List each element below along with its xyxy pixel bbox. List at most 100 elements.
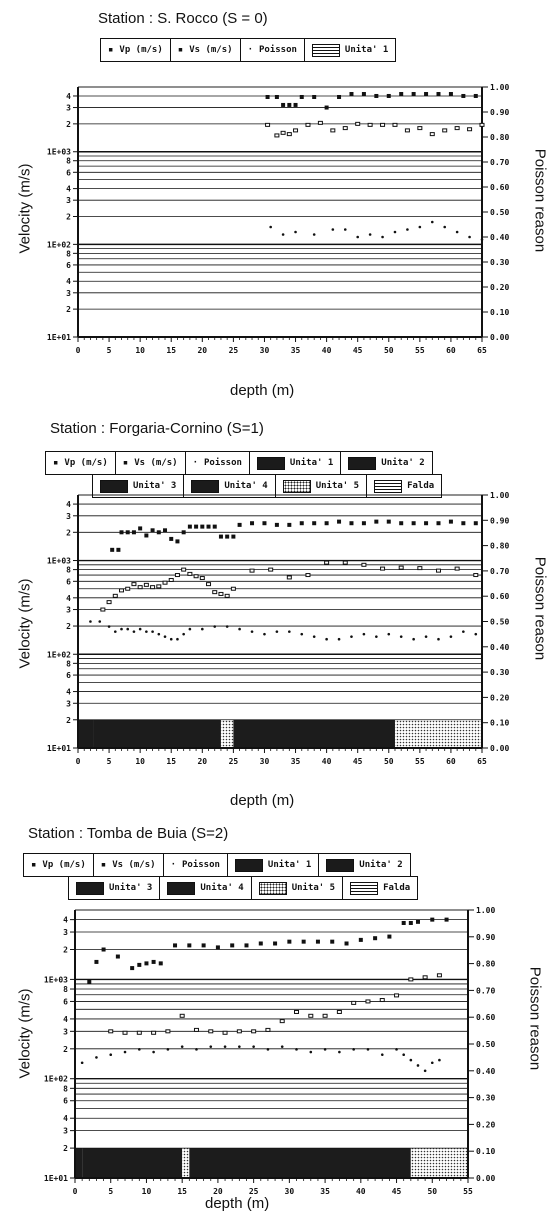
legend-entry: ▪ Vs (m/s) <box>94 854 164 876</box>
vp-point <box>156 530 161 535</box>
vs-point <box>351 1000 357 1005</box>
vp-point <box>187 524 192 529</box>
y2-tick-label: 0.40 <box>476 1067 495 1076</box>
poisson-point <box>362 632 366 636</box>
y2-tick-label: 0.20 <box>490 283 509 292</box>
legend-entry: Unita' 3 <box>93 475 185 497</box>
legend-marker: ▪ <box>108 45 114 55</box>
y-tick-label: 1E+01 <box>44 1174 68 1183</box>
poisson-point <box>95 1056 98 1059</box>
legend-label: Unita' 1 <box>267 860 312 870</box>
legend-swatch <box>191 479 220 493</box>
y-tick-label: 4 <box>63 916 68 925</box>
vs-point <box>187 571 193 576</box>
y-tick-label: 8 <box>66 157 71 166</box>
vp-point <box>344 941 349 946</box>
vs-point <box>112 593 118 598</box>
poisson-point <box>275 630 279 633</box>
vp-point <box>415 919 420 924</box>
y2-tick-label: 0.30 <box>476 1094 495 1103</box>
y2-tick-label: 0.30 <box>490 258 509 267</box>
legend-entry: ▪ Vp (m/s) <box>24 854 94 876</box>
vp-point <box>87 979 92 984</box>
vs-point <box>308 1013 314 1018</box>
vp-point <box>424 521 429 526</box>
poisson-point <box>163 635 167 638</box>
vp-point <box>94 959 99 964</box>
y-tick-label: 1E+03 <box>47 148 71 157</box>
y-tick-label: 3 <box>66 512 71 521</box>
poisson-point <box>166 1048 170 1051</box>
vs-point <box>467 127 473 132</box>
legend-entry: ▪ Vs (m/s) <box>116 452 186 474</box>
plot-1: 1E+01234681E+02234681E+032340.000.100.20… <box>47 491 510 766</box>
poisson-point <box>188 627 192 631</box>
vs-point <box>251 1029 257 1034</box>
y2-tick-label: 0.30 <box>490 668 509 677</box>
y-tick-label: 1E+03 <box>44 975 68 984</box>
y-tick-label: 2 <box>66 528 71 537</box>
x-tick-label: 0 <box>76 346 81 355</box>
vp-point <box>324 105 329 110</box>
vp-point <box>299 94 304 99</box>
x-tick-label: 5 <box>108 1187 113 1196</box>
vp-point <box>315 939 320 944</box>
poisson-point <box>395 1048 398 1051</box>
vs-point <box>193 574 199 579</box>
poisson-point <box>169 637 173 641</box>
x-tick-label: 45 <box>353 757 363 766</box>
poisson-point <box>352 1048 355 1051</box>
poisson-point <box>423 1069 427 1073</box>
vs-point <box>394 993 400 998</box>
y2-tick-label: 0.70 <box>490 567 509 576</box>
legend-marker: ▪ <box>177 45 184 55</box>
poisson-point <box>393 230 397 234</box>
vs-point <box>212 590 218 595</box>
vs-point <box>379 998 385 1003</box>
y-tick-label: 4 <box>66 277 71 286</box>
legend-entry: Unita' 1 <box>228 854 320 876</box>
vs-point <box>106 600 112 605</box>
x-tick-label: 65 <box>477 757 487 766</box>
legend-marker: ▪ <box>53 458 59 468</box>
legend-entry: ▪ Vp (m/s) <box>101 39 171 61</box>
x-tick-label: 60 <box>446 757 456 766</box>
legend-entry: Unita' 4 <box>184 475 276 497</box>
legend-marker: · <box>247 45 253 55</box>
vp-point <box>281 102 286 107</box>
poisson-point <box>132 630 136 633</box>
y2-tick-label: 1.00 <box>490 491 509 500</box>
legend-marker: ▪ <box>31 860 37 870</box>
vp-point <box>225 534 230 539</box>
legend-entry: Unita' 2 <box>319 854 409 876</box>
poisson-point <box>238 627 241 631</box>
vs-point <box>367 122 373 127</box>
x-tick-label: 20 <box>197 757 207 766</box>
poisson-point <box>323 1048 327 1051</box>
y-tick-label: 2 <box>66 305 71 314</box>
y2-tick-label: 0.50 <box>490 618 509 627</box>
y-tick-label: 2 <box>66 716 71 725</box>
legend-entry: · Poisson <box>186 452 250 474</box>
legend-label: Unita' 1 <box>289 458 334 468</box>
poisson-point <box>438 1058 441 1062</box>
vp-point <box>473 93 478 98</box>
y2-tick-label: 0.80 <box>490 133 509 142</box>
y-tick-label: 3 <box>66 104 71 113</box>
y2-tick-label: 1.00 <box>476 906 495 915</box>
y2-tick-label: 0.90 <box>490 516 509 525</box>
x-tick-label: 50 <box>384 757 394 766</box>
poisson-point <box>145 630 148 633</box>
legend-label: Poisson <box>203 458 242 468</box>
vs-point <box>294 1009 300 1014</box>
x-tick-label: 50 <box>427 1187 437 1196</box>
x-tick-label: 25 <box>249 1187 259 1196</box>
vs-point <box>361 562 367 567</box>
vp-point <box>125 530 130 535</box>
poisson-point <box>157 632 161 636</box>
poisson-point <box>201 627 204 631</box>
poisson-point <box>406 228 409 231</box>
x-tick-label: 20 <box>197 346 207 355</box>
vp-point <box>301 939 306 944</box>
vp-point <box>150 528 155 533</box>
